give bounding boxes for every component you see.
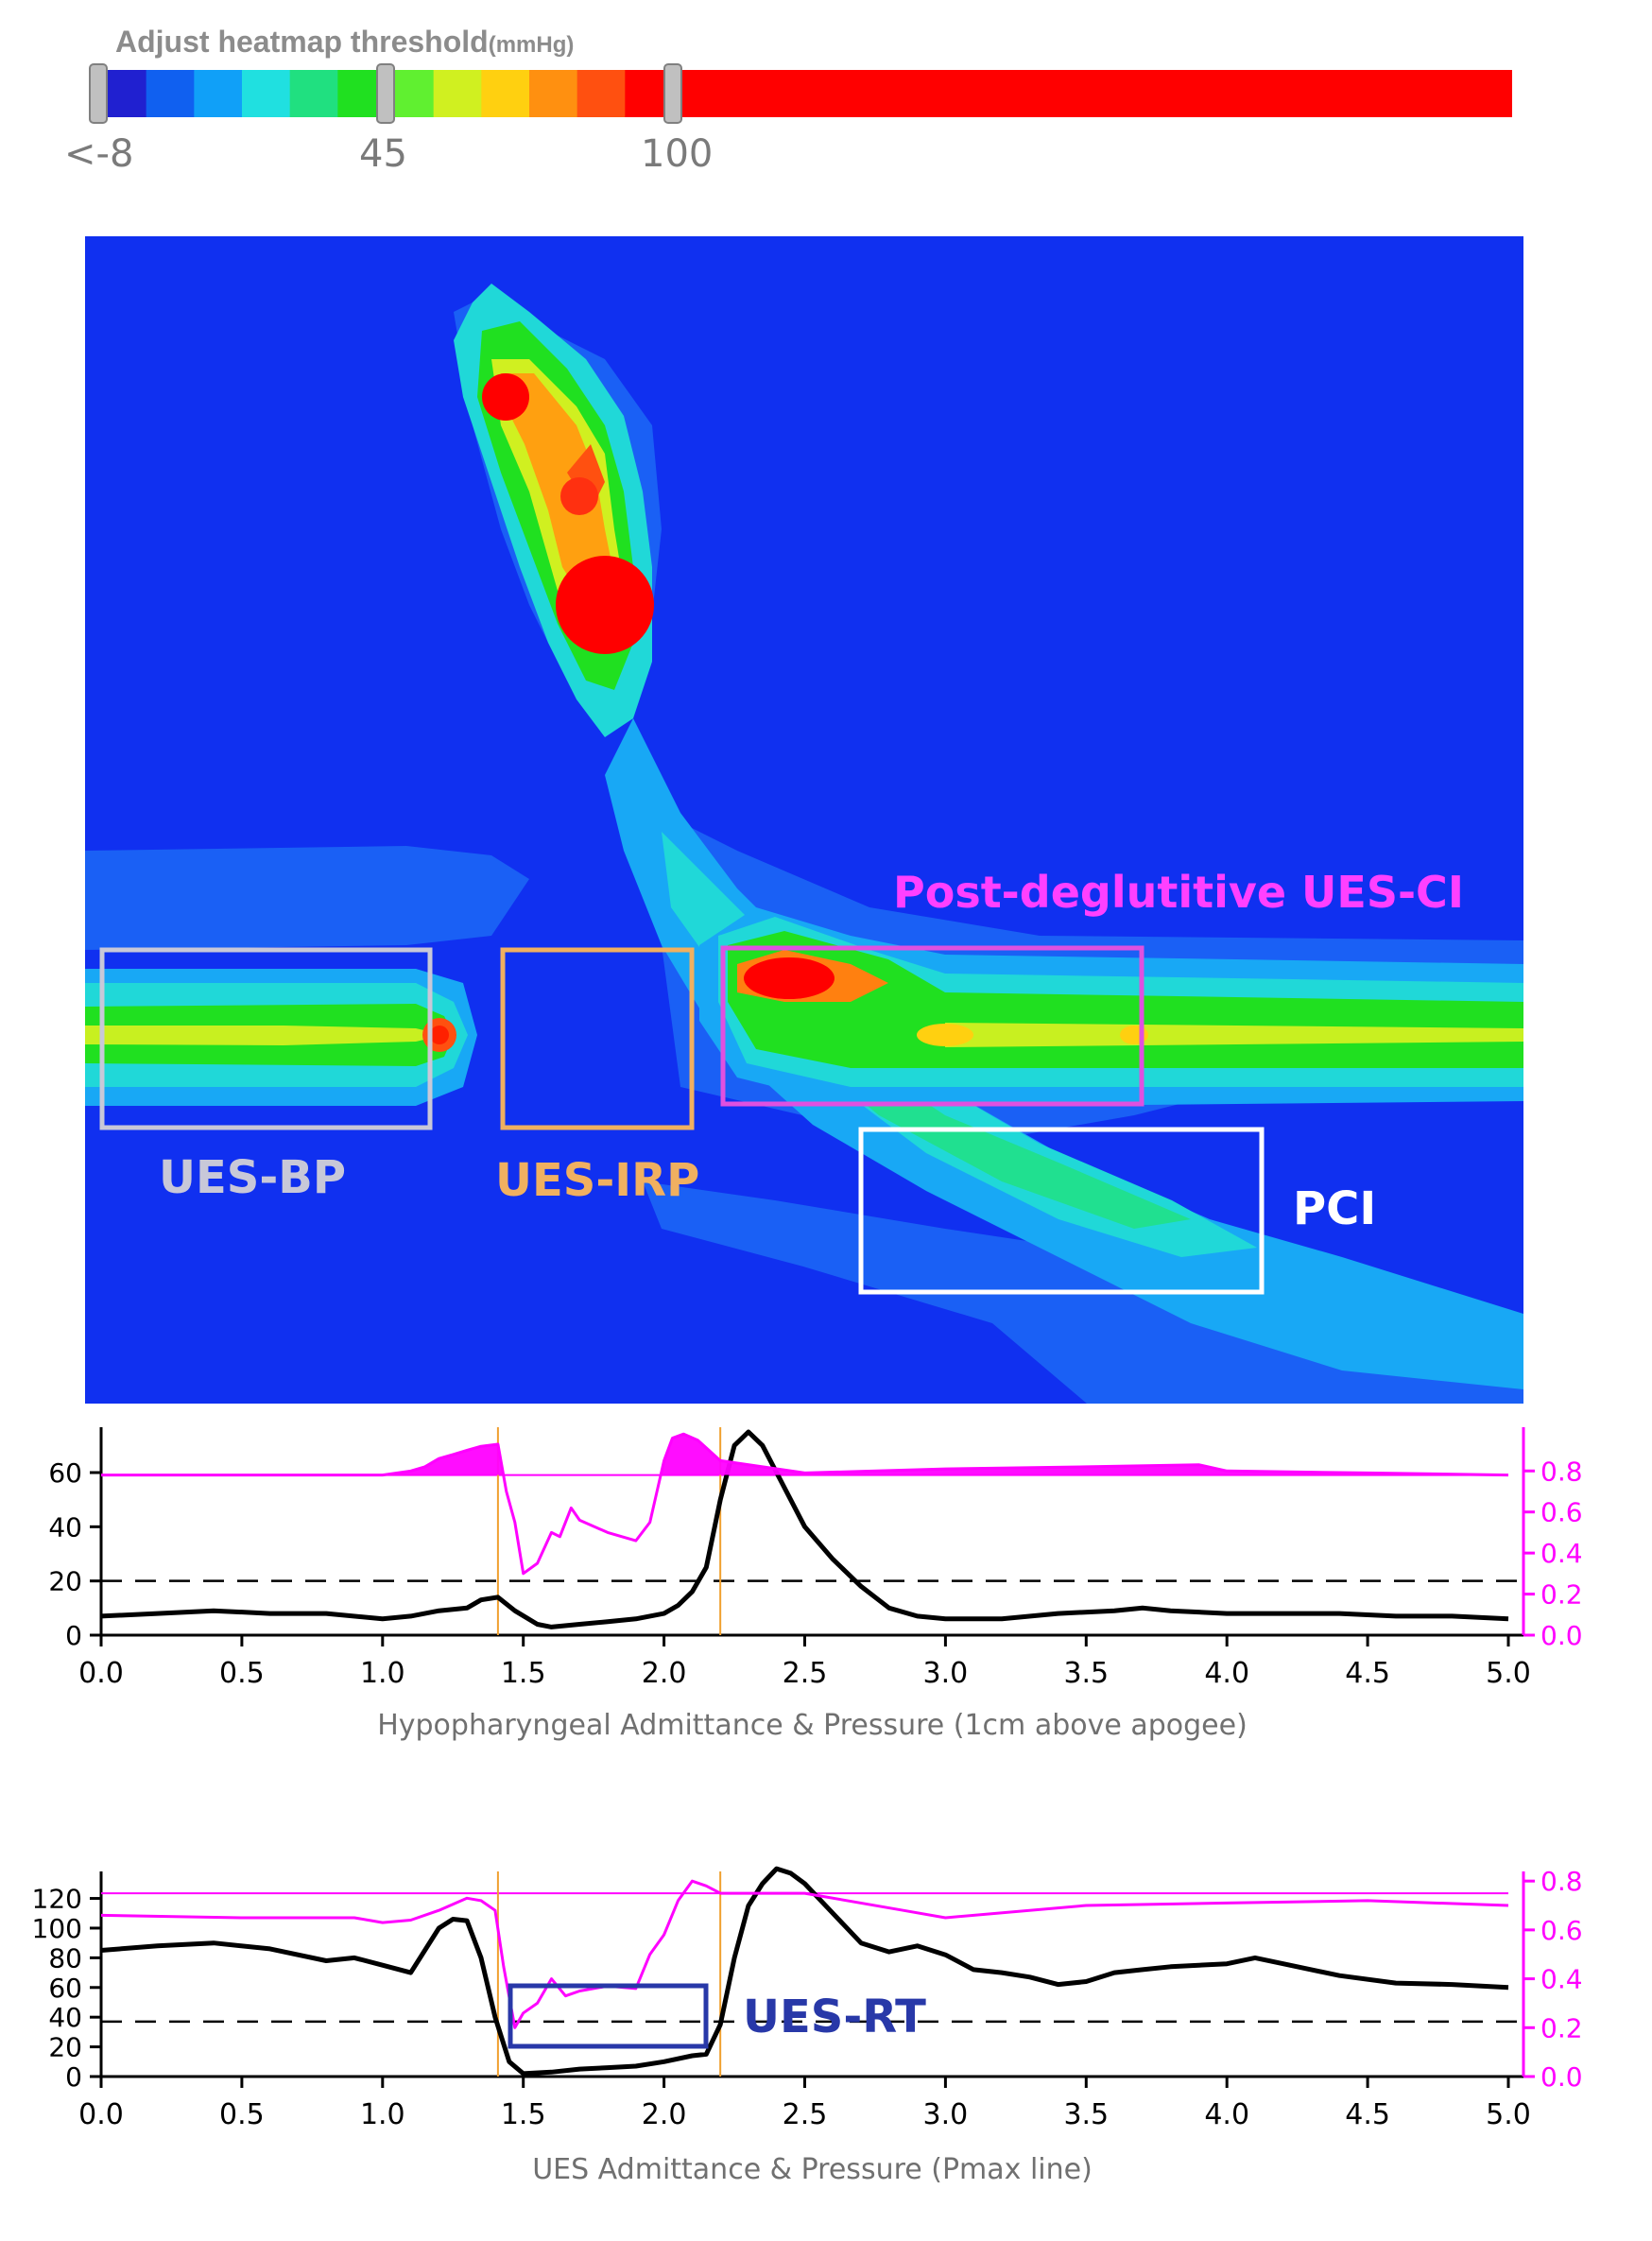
colorbar-segment [289, 70, 338, 117]
x-tick-label: 2.5 [783, 2098, 828, 2131]
y-right-tick-label: 0.8 [1540, 1456, 1583, 1487]
x-tick-label: 3.0 [923, 1657, 969, 1690]
y-left-tick-label: 120 [32, 1884, 82, 1915]
x-tick-label: 3.5 [1063, 2098, 1109, 2131]
colorbar-segment [673, 70, 1512, 117]
x-tick-label: 4.0 [1204, 2098, 1249, 2131]
y-left-tick-label: 20 [48, 1566, 82, 1597]
x-axis-title: Hypopharyngeal Admittance & Pressure (1c… [377, 1709, 1248, 1742]
ues-ci-box [720, 945, 1144, 1107]
colorbar-segment [481, 70, 530, 117]
y-left-tick-label: 20 [48, 2032, 82, 2063]
y-left-tick-label: 0 [65, 1620, 82, 1651]
colorbar [89, 63, 1512, 124]
admittance-fill-area [101, 1434, 1508, 1475]
x-tick-label: 0.0 [78, 2098, 124, 2131]
colorbar-segment [242, 70, 291, 117]
y-right-tick-label: 0.4 [1540, 1538, 1583, 1569]
x-tick-label: 1.0 [360, 2098, 405, 2131]
pressure-heatmap: UES-BP UES-IRP Post-deglutitive UES-CI P… [85, 236, 1523, 1404]
y-left-tick-label: 60 [48, 1457, 82, 1489]
pci-box [858, 1127, 1265, 1295]
x-tick-label: 5.0 [1486, 2098, 1531, 2131]
ues-rt-box [508, 1983, 709, 2049]
x-tick-label: 1.5 [501, 2098, 546, 2131]
x-axis-title: UES Admittance & Pressure (Pmax line) [532, 2153, 1093, 2186]
colorbar-tick-45: 45 [359, 132, 407, 176]
x-tick-label: 0.5 [219, 2098, 265, 2131]
admittance-series-line [101, 1432, 1509, 1576]
y-left-tick-label: 100 [32, 1913, 82, 1944]
colorbar-title: Adjust heatmap threshold(mmHg) [115, 25, 575, 59]
x-tick-label: 4.5 [1345, 2098, 1390, 2131]
y-left-tick-label: 60 [48, 1973, 82, 2004]
x-tick-label: 0.5 [219, 1657, 265, 1690]
y-right-tick-label: 0.2 [1540, 2012, 1583, 2043]
y-right-tick-label: 0.4 [1540, 1964, 1583, 1995]
pressure-series-line [100, 1429, 1509, 1629]
pressure-series-line [100, 1866, 1509, 2077]
colorbar-tick-min: <-8 [64, 132, 134, 176]
y-left-tick-label: 80 [48, 1942, 82, 1974]
x-tick-label: 4.5 [1345, 1657, 1390, 1690]
y-left-tick-label: 0 [65, 2061, 82, 2093]
colorbar-tick-100: 100 [641, 132, 714, 176]
admittance-series-line [100, 1879, 1509, 2029]
x-tick-label: 3.0 [923, 2098, 969, 2131]
threshold-slider-high[interactable] [663, 63, 682, 124]
ues-chart: 0.0 0.5 1.0 1.5 2.0 2.5 3.0 3.5 4.0 4.5 5.0 0204060… [32, 1866, 1583, 2186]
colorbar-segment [194, 70, 243, 117]
y-left-tick-label: 40 [48, 1511, 82, 1543]
admittance-pressure-charts: 0.0 0.5 1.0 1.5 2.0 2.5 3.0 3.5 4.0 4.5 5.00204060… [32, 1427, 1583, 2186]
x-tick-label: 2.5 [783, 1657, 828, 1690]
ues-bp-box [99, 947, 433, 1130]
y-right-tick-label: 0.0 [1540, 1620, 1583, 1651]
y-right-tick-label: 0.0 [1540, 2061, 1583, 2093]
x-tick-label: 1.0 [360, 1657, 405, 1690]
x-tick-label: 0.0 [78, 1657, 124, 1690]
x-tick-label: 2.0 [642, 2098, 687, 2131]
y-right-tick-label: 0.6 [1540, 1497, 1583, 1528]
ues-bp-label: UES-BP [159, 1151, 346, 1204]
x-tick-label: 2.0 [642, 1657, 687, 1690]
x-tick-label: 4.0 [1204, 1657, 1249, 1690]
threshold-slider-mid[interactable] [376, 63, 395, 124]
ues-rt-label: UES-RT [743, 1991, 926, 2043]
x-tick-label: 3.5 [1063, 1657, 1109, 1690]
ues-ci-label: Post-deglutitive UES-CI [893, 867, 1464, 918]
colorbar-segment [529, 70, 578, 117]
x-tick-label: 1.5 [501, 1657, 546, 1690]
y-right-tick-label: 0.2 [1540, 1579, 1583, 1611]
pci-label: PCI [1293, 1182, 1376, 1235]
y-right-tick-label: 0.6 [1540, 1915, 1583, 1946]
x-tick-label: 5.0 [1486, 1657, 1531, 1690]
ues-irp-label: UES-IRP [495, 1154, 699, 1207]
threshold-slider-low[interactable] [89, 63, 108, 124]
colorbar-segment [146, 70, 195, 117]
hypopharyngeal-chart: 0.0 0.5 1.0 1.5 2.0 2.5 3.0 3.5 4.0 4.5 5.0 0 20 40 60… [48, 1427, 1583, 1742]
colorbar-segment [433, 70, 482, 117]
y-right-tick-label: 0.8 [1540, 1866, 1583, 1897]
colorbar-segment [576, 70, 626, 117]
ues-irp-box [500, 947, 695, 1130]
y-left-tick-label: 40 [48, 2002, 82, 2033]
